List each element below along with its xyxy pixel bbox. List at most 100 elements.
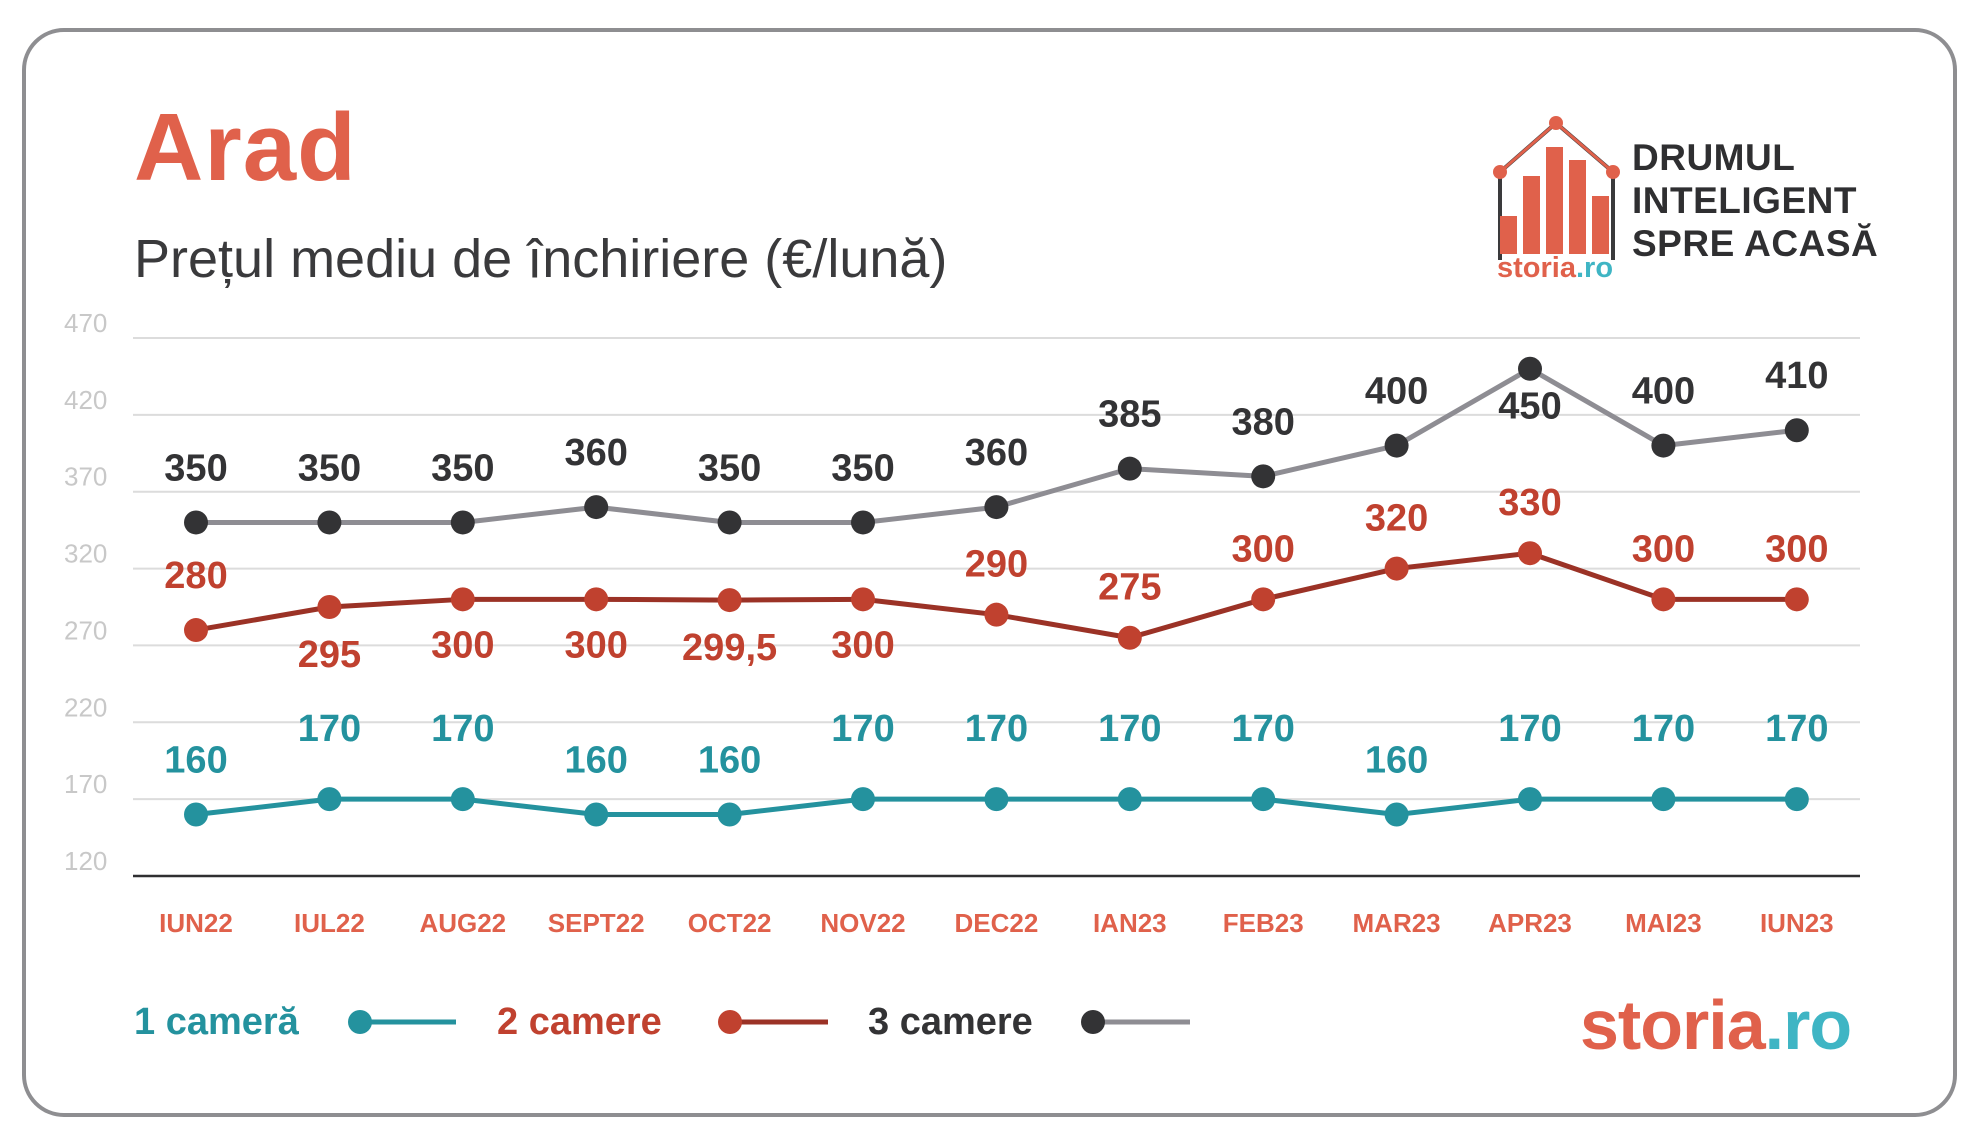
tagline-line-1: DRUMUL [1632,137,1796,178]
data-label: 170 [1498,708,1561,750]
logo-small-suffix: .ro [1575,252,1614,284]
data-label: 360 [965,432,1028,474]
data-label: 450 [1498,386,1561,428]
data-label: 300 [1632,528,1695,570]
data-point [1651,433,1676,458]
data-point [984,602,1009,627]
x-tick-label: FEB23 [1223,908,1304,938]
data-label: 170 [298,708,361,750]
x-tick-label: IUN23 [1760,908,1834,938]
data-point [584,495,609,520]
data-point [184,618,208,643]
data-label: 410 [1765,355,1828,397]
data-label: 350 [298,447,361,489]
brand-tagline: DRUMUL INTELIGENT SPRE ACASĂ [1632,136,1878,265]
data-label: 170 [1098,708,1161,750]
logo-suffix: .ro [1764,986,1852,1064]
y-tick-label: 470 [64,308,107,338]
data-point [1651,587,1676,612]
data-point [1117,456,1142,481]
data-point [1518,541,1542,566]
x-tick-label: IAN23 [1093,908,1167,938]
data-point [851,787,875,812]
data-label: 350 [831,447,894,489]
data-label: 300 [431,624,494,666]
data-point [1251,787,1276,812]
y-tick-label: 420 [64,385,107,415]
data-point [450,587,475,612]
data-point [1251,464,1276,489]
data-label: 170 [831,708,894,750]
data-label: 295 [298,634,361,676]
data-point [851,510,875,535]
data-label: 170 [1765,708,1828,750]
data-label: 385 [1098,394,1161,436]
data-point [1384,433,1409,458]
data-point [317,787,342,812]
data-label: 299,5 [682,627,777,669]
data-label: 170 [1632,708,1695,750]
data-label: 330 [1498,482,1561,524]
data-point [1784,787,1809,812]
tagline-line-3: SPRE ACASĂ [1632,223,1879,264]
data-label: 400 [1365,371,1428,413]
data-point [717,588,742,613]
page-title: Arad [134,94,357,201]
data-point [450,510,475,535]
data-point [1518,787,1542,812]
legend-marker [718,1010,742,1034]
data-point [184,510,208,535]
chart-subtitle: Prețul mediu de închiriere (€/lună) [134,229,948,289]
x-tick-label: NOV22 [820,908,905,938]
brand-logo: storia.ro [1580,990,1852,1060]
data-point [184,802,208,827]
y-tick-label: 220 [64,692,107,722]
data-point [1384,556,1409,581]
data-label: 350 [431,447,494,489]
legend-marker [1081,1010,1105,1034]
data-label: 350 [164,447,227,489]
data-label: 300 [1765,528,1828,570]
data-label: 160 [1365,740,1428,782]
data-label: 160 [564,740,627,782]
data-point [317,510,342,535]
x-tick-label: OCT22 [688,908,772,938]
data-point [984,787,1009,812]
x-tick-label: AUG22 [419,908,506,938]
data-point [1251,587,1276,612]
data-point [1651,787,1676,812]
data-label: 170 [431,708,494,750]
data-label: 170 [965,708,1028,750]
data-point [851,587,875,612]
chart-card [22,28,1957,1117]
x-tick-label: SEPT22 [548,908,645,938]
data-label: 300 [564,624,627,666]
y-tick-label: 270 [64,615,107,645]
data-point [1784,418,1809,443]
data-point [584,802,609,827]
data-label: 300 [831,624,894,666]
legend-label: 1 cameră [134,1001,300,1043]
data-label: 320 [1365,498,1428,540]
y-tick-label: 370 [64,462,107,492]
data-label: 280 [164,555,227,597]
legend-marker [348,1010,372,1034]
data-label: 300 [1231,528,1294,570]
data-label: 290 [965,544,1028,586]
tagline-line-2: INTELIGENT [1632,180,1857,221]
data-point [1784,587,1809,612]
data-point [584,587,609,612]
data-label: 360 [564,432,627,474]
brand-logo-small: storia.ro [1497,254,1613,283]
data-point [717,510,742,535]
data-label: 170 [1231,708,1294,750]
data-point [1117,787,1142,812]
x-tick-label: IUN22 [159,908,233,938]
data-point [317,595,342,619]
logo-small-main: storia [1497,252,1576,284]
x-tick-label: IUL22 [294,908,365,938]
y-tick-label: 320 [64,539,107,569]
data-label: 160 [698,740,761,782]
data-point [717,802,742,827]
